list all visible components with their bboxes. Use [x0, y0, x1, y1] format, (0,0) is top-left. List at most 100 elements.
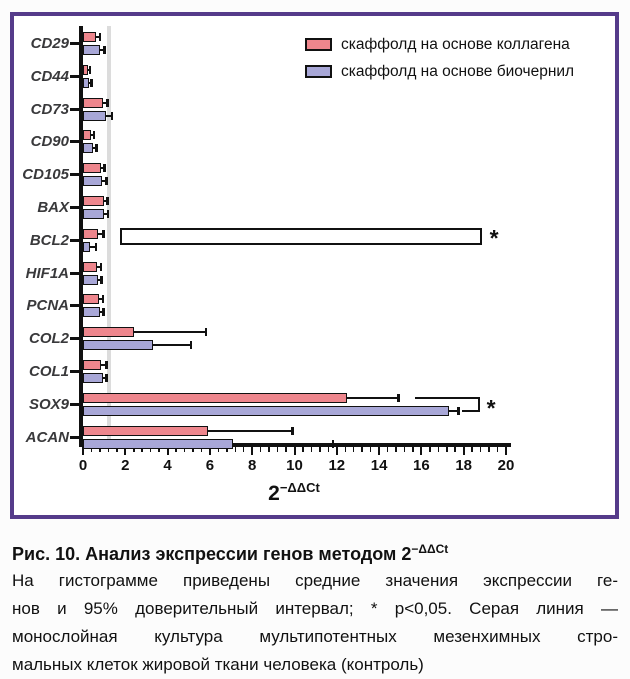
x-axis-tick-label: 8: [248, 457, 257, 474]
legend-label-bioink: скаффолд на основе биочернил: [341, 63, 575, 80]
error-bar-cap: [103, 164, 106, 173]
error-bar: [103, 213, 108, 215]
x-axis-minor-tick: [90, 447, 93, 452]
gene-label-cd105: CD105: [22, 166, 69, 184]
x-axis-tick-label: 10: [286, 457, 303, 474]
x-axis-minor-tick: [116, 447, 118, 452]
error-bar-cap: [397, 393, 400, 402]
error-bar-cap: [291, 426, 294, 435]
bar-acan-bioink: [83, 438, 234, 449]
caption-title-exponent: −ΔΔCt: [411, 542, 449, 556]
y-axis-tick: [70, 74, 79, 78]
error-bar: [99, 167, 105, 170]
x-axis-minor-tick: [488, 447, 490, 452]
x-axis-minor-tick: [234, 447, 237, 452]
x-axis-minor-tick: [107, 447, 110, 452]
bar-chart: CD29 CD44 CD73 CD90 CD105 BAX BCL2 HIF1A PCNA COL…: [14, 16, 615, 515]
x-axis-minor-tick: [412, 447, 414, 452]
significance-asterisk-sox9: *: [486, 394, 496, 421]
bar-pcna-collagen: [83, 294, 100, 305]
x-axis-title: 2−ΔΔCt: [204, 480, 384, 506]
y-axis-tick: [70, 238, 79, 242]
y-axis-tick: [70, 370, 79, 373]
bar-cd29-bioink: [83, 45, 100, 55]
bar-cd73-bioink: [83, 110, 107, 121]
error-bar: [96, 278, 102, 281]
error-bar: [87, 68, 90, 71]
error-bar: [103, 200, 108, 202]
bar-bcl2-collagen: [83, 228, 98, 239]
error-bar: [98, 311, 104, 314]
error-bar: [94, 36, 100, 38]
y-axis-tick: [70, 402, 79, 406]
gene-label-cd73: CD73: [30, 100, 69, 118]
x-axis-tick-label: 18: [455, 457, 473, 474]
error-bar: [96, 232, 104, 235]
x-axis-minor-tick: [192, 447, 194, 452]
x-axis-minor-tick: [310, 447, 313, 452]
x-axis-minor-tick: [226, 447, 228, 452]
error-bar: [89, 245, 96, 248]
x-axis-major-tick: [420, 447, 423, 455]
x-axis-tick-label: 6: [205, 457, 215, 474]
error-bar-cap: [99, 262, 103, 271]
gene-label-acan: ACAN: [25, 428, 69, 446]
gene-label-cd29: CD29: [30, 35, 69, 52]
x-axis-minor-tick: [200, 447, 203, 452]
x-axis-minor-tick: [361, 447, 363, 452]
bar-cd90-bioink: [83, 143, 93, 154]
error-bar: [447, 409, 459, 412]
gene-label-sox9: SOX9: [28, 395, 69, 413]
x-axis-major-tick: [124, 447, 127, 455]
caption-title: Рис. 10. Анализ экспрессии генов методом…: [12, 536, 618, 567]
x-axis-tick-label: 4: [163, 457, 172, 474]
x-axis-major-tick: [82, 447, 84, 455]
error-bar-cap: [95, 144, 98, 153]
y-axis-tick: [70, 140, 79, 144]
x-axis-minor-tick: [369, 447, 372, 452]
y-axis-line: [79, 26, 83, 447]
x-axis-minor-tick: [175, 447, 177, 452]
x-axis-minor-tick: [158, 447, 160, 452]
caption-title-text: Рис. 10. Анализ экспрессии генов методом…: [12, 544, 412, 564]
error-bar: [91, 147, 97, 150]
x-axis-minor-tick: [386, 447, 389, 452]
caption-line: нов и 95% доверительный интервал; * p<0,…: [12, 599, 618, 618]
error-bar-cap: [102, 308, 105, 317]
x-axis-minor-tick: [268, 447, 270, 452]
bar-acan-collagen: [83, 425, 208, 436]
bar-bax-bioink: [83, 209, 105, 219]
x-axis-minor-tick: [352, 447, 355, 452]
figure-caption: Рис. 10. Анализ экспрессии генов методом…: [12, 536, 618, 679]
error-bar: [105, 114, 112, 117]
x-axis-minor-tick: [285, 447, 287, 452]
error-bar-cap: [94, 242, 98, 251]
error-bar-cap: [457, 406, 460, 415]
error-bar-cap: [106, 197, 109, 205]
bar-col1-bioink: [83, 373, 103, 383]
bar-hif1a-collagen: [83, 261, 98, 272]
gene-label-cd90: CD90: [30, 133, 69, 151]
bar-cd44-bioink: [83, 77, 90, 88]
significance-asterisk-bcl2: *: [489, 224, 499, 251]
significance-bracket-top: [415, 396, 480, 399]
error-bar-cap: [103, 46, 106, 54]
x-axis-major-tick: [293, 447, 296, 455]
bar-bcl2-bioink: [83, 241, 91, 252]
x-axis-tick-label: 12: [328, 457, 346, 474]
x-axis-major-tick: [208, 447, 211, 455]
y-axis-tick: [70, 42, 79, 45]
x-axis-minor-tick: [327, 447, 330, 452]
error-bar-cap: [88, 65, 92, 74]
error-bar-cap: [102, 229, 105, 238]
x-axis-tick-label: 16: [413, 457, 430, 474]
x-axis-minor-tick: [242, 447, 245, 452]
bar-hif1a-bioink: [83, 274, 98, 285]
bar-cd90-collagen: [83, 130, 92, 141]
x-axis-minor-tick: [141, 447, 143, 452]
error-bar-cap: [101, 295, 105, 304]
error-bar-cap: [98, 33, 102, 41]
x-axis-major-tick: [462, 447, 465, 455]
y-axis-tick: [70, 304, 79, 308]
error-bar: [98, 49, 105, 51]
